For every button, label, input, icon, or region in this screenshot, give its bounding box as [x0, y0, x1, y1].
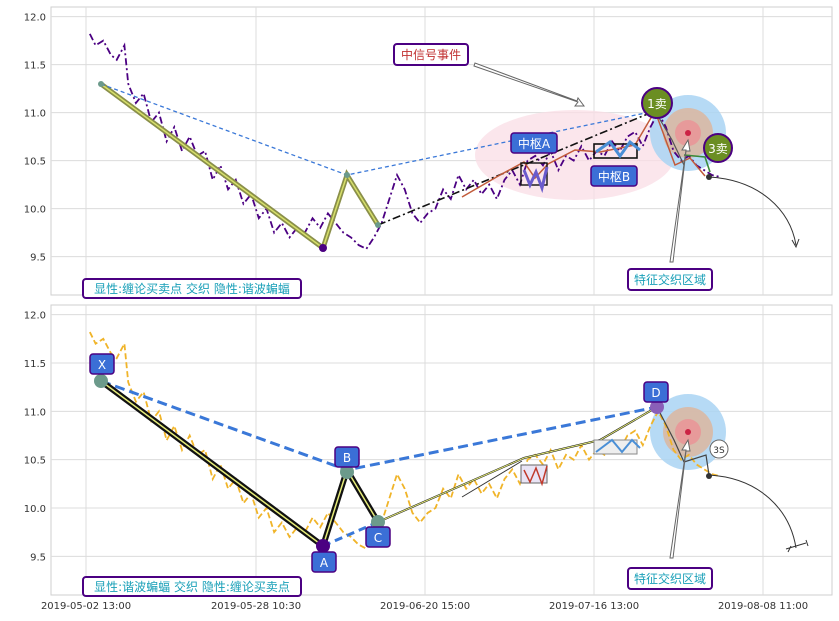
projection-curve-top — [708, 176, 797, 246]
sell-point-1 — [641, 87, 673, 119]
x-axis-ticks: 2019-05-02 13:00 2019-05-28 10:30 2019-06-… — [41, 601, 808, 612]
zone-arrow-bottom — [669, 438, 691, 559]
zone-dot-bottom — [685, 429, 691, 435]
zone-label-bottom: 特征交织区域 — [634, 571, 706, 586]
harmonic-node-c — [371, 515, 385, 529]
y-tick-label: 9.5 — [30, 253, 46, 264]
label-a-box — [311, 551, 337, 573]
y-tick-label: 9.5 — [30, 552, 46, 563]
center-a-label-box — [510, 132, 558, 154]
x-tick-label: 2019-07-16 13:00 — [549, 601, 639, 612]
harmonic-node-x — [94, 374, 108, 388]
y-tick-label: 10.5 — [24, 456, 46, 467]
y-tick-label: 11.5 — [24, 359, 46, 370]
bottom-center-a-wave — [523, 465, 548, 487]
event-label-box — [393, 43, 469, 66]
top-y-ticks: 12.0 11.5 11.0 10.5 10.0 9.5 — [24, 13, 46, 264]
center-a-label: 中枢A — [518, 136, 551, 151]
bottom-grid — [51, 305, 832, 595]
center-b-label-box — [590, 165, 638, 187]
caption-top: 显性:缠论买卖点 交织 隐性:谐波蝙蝠 — [94, 281, 290, 296]
center-b-wave — [595, 139, 641, 159]
sell-point-3-label: 3卖 — [708, 142, 728, 156]
top-node-a — [319, 244, 327, 252]
label-c: C — [374, 531, 382, 545]
bottom-center-b-wave — [595, 438, 641, 454]
y-tick-label: 11.0 — [24, 407, 46, 418]
zone-arrow-top — [669, 138, 691, 263]
center-box-a — [520, 162, 548, 186]
y-tick-label: 10.5 — [24, 157, 46, 168]
harmonic-ac-dashed — [322, 520, 379, 548]
bottom-y-ticks: 12.0 11.5 11.0 10.5 10.0 9.5 — [24, 311, 46, 564]
zone-label-box-top — [627, 268, 713, 291]
label-b-box — [334, 446, 360, 468]
zone-dot-top — [685, 130, 691, 136]
harmonic-node-d — [650, 400, 664, 414]
caption-box-bottom — [82, 576, 302, 597]
top-node-c — [375, 222, 381, 228]
dashdot-trend-line — [377, 110, 656, 226]
x-tick-label: 2019-05-28 10:30 — [211, 601, 301, 612]
center-box-b — [593, 143, 638, 159]
harmonic-node-a — [316, 539, 330, 553]
sell-point-1-label: 1卖 — [647, 97, 667, 111]
projection-curve-bottom — [708, 474, 797, 549]
caption-bottom: 显性:谐波蝙蝠 交织 隐性:缠论买卖点 — [94, 579, 290, 594]
x-tick-label: 2019-05-02 13:00 — [41, 601, 131, 612]
harmonic-node-b — [340, 465, 354, 479]
label-x: X — [98, 358, 106, 372]
x-tick-label: 2019-08-08 11:00 — [718, 601, 808, 612]
sell-marker-3s-label: 3S — [713, 446, 725, 456]
projection-arrowhead-top — [791, 238, 800, 249]
chan-stroke-top-inner — [100, 83, 379, 250]
top-node-b — [344, 172, 350, 178]
y-tick-label: 12.0 — [24, 13, 46, 24]
y-tick-label: 10.0 — [24, 504, 46, 515]
event-label: 中信号事件 — [401, 47, 461, 62]
label-b: B — [343, 451, 351, 465]
label-a: A — [320, 556, 329, 570]
zone-label-top: 特征交织区域 — [634, 272, 706, 287]
top-node-x — [98, 81, 104, 87]
zone-label-box-bottom — [627, 567, 713, 590]
interweave-zone-pink — [475, 110, 675, 200]
center-b-label: 中枢B — [598, 169, 630, 184]
sell-point-3 — [703, 133, 733, 163]
label-d: D — [651, 386, 660, 400]
segment-tail-top — [654, 110, 685, 166]
y-tick-label: 11.0 — [24, 109, 46, 120]
projection-bar-bottom — [785, 539, 809, 553]
up-segment-top — [461, 109, 706, 198]
bottom-segment-1 — [461, 460, 523, 498]
y-tick-label: 11.5 — [24, 61, 46, 72]
segment-green-tail — [683, 154, 711, 173]
bottom-node-end — [706, 473, 712, 479]
y-tick-label: 10.0 — [24, 205, 46, 216]
caption-box-top — [82, 278, 302, 299]
sell-marker-3s — [709, 439, 729, 459]
label-d-box — [643, 381, 669, 403]
harmonic-legs-inner — [100, 380, 379, 548]
label-c-box — [365, 526, 391, 548]
bottom-center-b — [593, 439, 638, 455]
price-line-top — [89, 33, 720, 251]
cd-leg-inner — [377, 406, 658, 523]
label-x-box — [89, 353, 115, 375]
event-arrow — [473, 62, 585, 107]
top-price-series — [89, 33, 720, 251]
y-tick-label: 12.0 — [24, 311, 46, 322]
center-a-wave — [522, 166, 549, 194]
x-tick-label: 2019-06-20 15:00 — [380, 601, 470, 612]
